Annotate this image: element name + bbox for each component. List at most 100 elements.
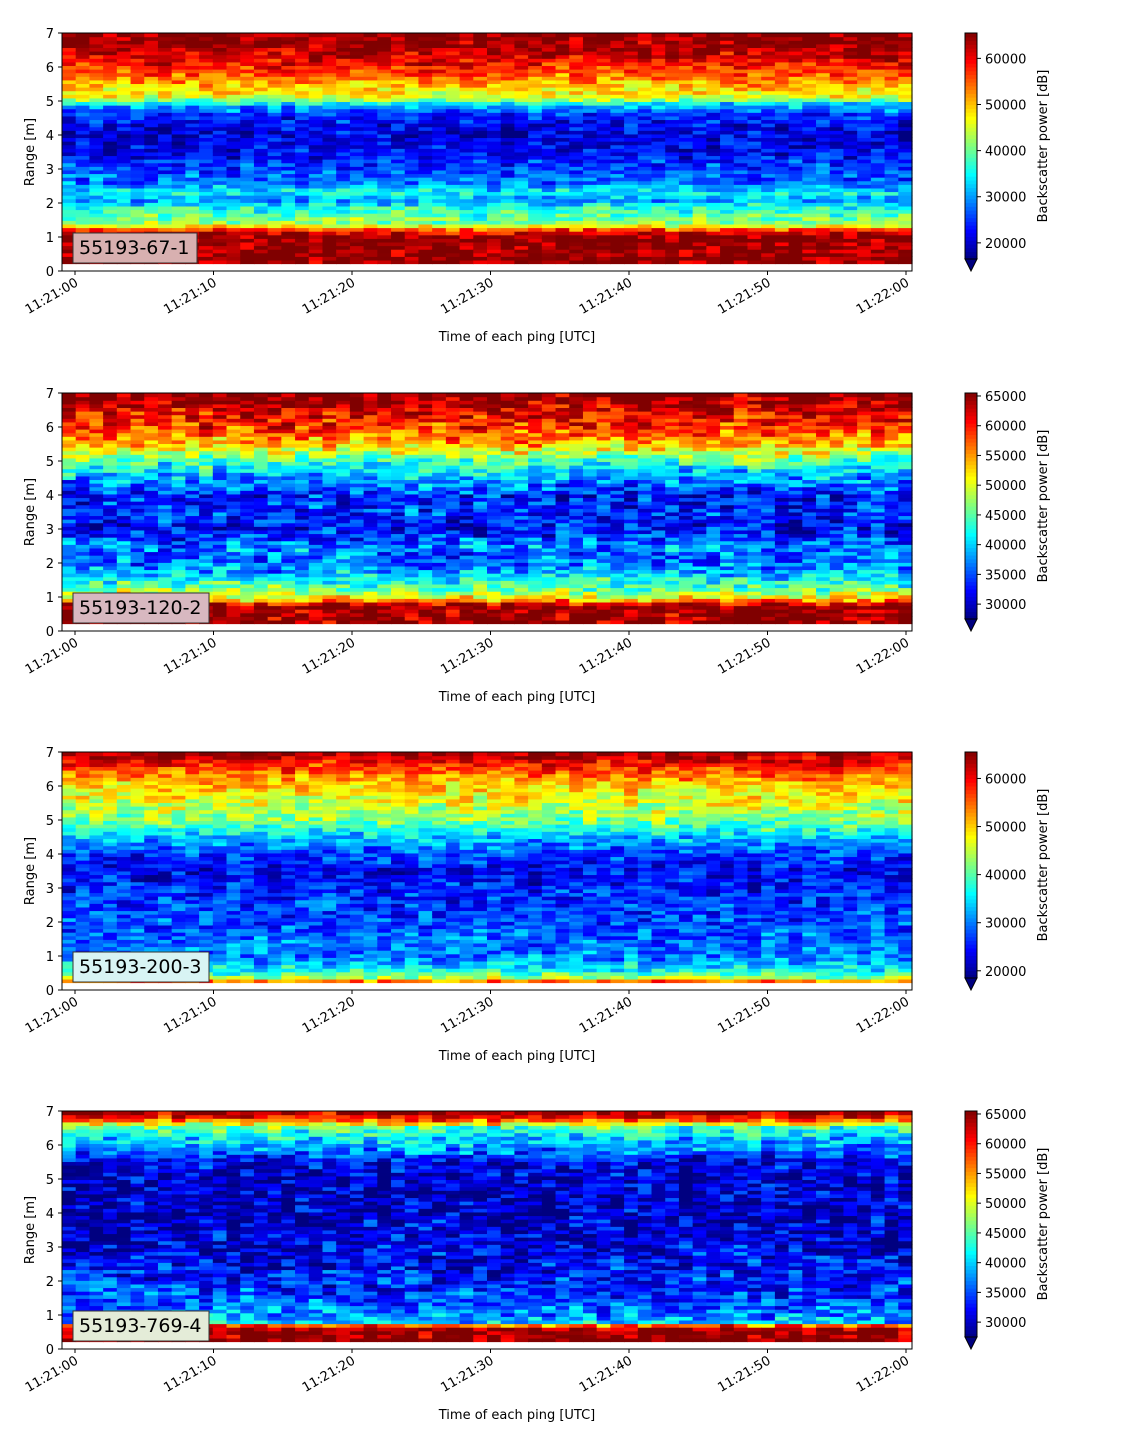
heatmap-cell <box>157 461 173 466</box>
heatmap-cell <box>884 72 899 77</box>
heatmap-cell <box>171 587 186 592</box>
heatmap-cell <box>295 69 310 74</box>
heatmap-cell <box>774 249 790 254</box>
heatmap-cell <box>295 252 310 257</box>
heatmap-cell <box>322 177 337 182</box>
heatmap-cell <box>103 486 118 491</box>
heatmap-cell <box>459 69 474 74</box>
heatmap-cell <box>267 94 282 99</box>
heatmap-cell <box>857 115 872 121</box>
heatmap-cell <box>185 468 200 473</box>
heatmap-cell <box>541 65 557 70</box>
heatmap-cell <box>692 173 707 178</box>
heatmap-cell <box>747 213 762 218</box>
heatmap-cell <box>706 40 721 45</box>
heatmap-cell <box>528 220 543 225</box>
heatmap-cell <box>884 151 899 157</box>
heatmap-cell <box>226 105 241 110</box>
heatmap-cell <box>103 144 118 149</box>
heatmap-cell <box>62 447 77 452</box>
heatmap-cell <box>171 461 186 466</box>
heatmap-cell <box>157 137 173 142</box>
heatmap-cell <box>898 216 913 221</box>
heatmap-cell <box>62 54 77 59</box>
heatmap-cell <box>322 191 337 196</box>
heatmap-cell <box>445 79 461 85</box>
heatmap-cell <box>253 569 269 574</box>
heatmap-cell <box>171 36 186 41</box>
heatmap-cell <box>130 79 145 85</box>
heatmap-cell <box>514 202 529 207</box>
heatmap-cell <box>487 249 502 254</box>
heatmap-cell <box>62 33 77 38</box>
heatmap-cell <box>514 213 529 218</box>
heatmap-cell <box>295 72 310 77</box>
heatmap-cell <box>240 573 255 578</box>
heatmap-cell <box>322 58 337 63</box>
heatmap-cell <box>514 195 529 200</box>
heatmap-cell <box>308 79 324 85</box>
heatmap-cell <box>816 234 831 239</box>
heatmap-cell <box>774 65 790 70</box>
heatmap-cell <box>829 43 845 49</box>
heatmap-cell <box>116 209 132 214</box>
heatmap-cell <box>322 209 337 214</box>
heatmap-cell <box>199 565 214 571</box>
heatmap-cell <box>185 169 200 175</box>
heatmap-cell <box>720 144 735 149</box>
heatmap-cell <box>678 61 694 67</box>
heatmap-cell <box>624 184 639 189</box>
heatmap-cell <box>171 119 186 124</box>
heatmap-cell <box>733 166 749 171</box>
heatmap-cell <box>89 220 104 225</box>
heatmap-cell <box>240 101 255 106</box>
heatmap-cell <box>898 223 913 229</box>
heatmap-cell <box>89 562 104 567</box>
heatmap-cell <box>829 115 845 121</box>
heatmap-cell <box>459 36 474 41</box>
heatmap-cell <box>582 184 598 189</box>
heatmap-cell <box>404 256 420 261</box>
heatmap-cell <box>295 166 310 171</box>
heatmap-cell <box>747 83 762 88</box>
heatmap-cell <box>459 166 474 171</box>
heatmap-cell <box>89 205 104 211</box>
heatmap-cell <box>253 97 269 103</box>
heatmap-cell <box>103 97 118 103</box>
heatmap-cell <box>62 223 77 229</box>
heatmap-cell <box>116 490 132 495</box>
heatmap-cell <box>528 144 543 149</box>
heatmap-cell <box>596 252 611 257</box>
heatmap-cell <box>582 223 598 229</box>
heatmap-cell <box>157 173 173 178</box>
heatmap-cell <box>75 227 91 232</box>
heatmap-cell <box>596 220 611 225</box>
heatmap-cell <box>733 40 749 45</box>
heatmap-cell <box>555 137 570 142</box>
heatmap-cell <box>212 33 228 38</box>
heatmap-cell <box>514 177 529 182</box>
heatmap-cell <box>281 155 296 160</box>
heatmap-cell <box>692 205 707 211</box>
heatmap-cell <box>103 472 118 477</box>
heatmap-cell <box>103 112 118 117</box>
heatmap-cell <box>144 515 159 520</box>
heatmap-cell <box>528 159 543 164</box>
heatmap-cell <box>144 115 159 121</box>
heatmap-cell <box>445 238 461 243</box>
heatmap-cell <box>103 400 118 405</box>
heatmap-cell <box>295 241 310 247</box>
heatmap-cell <box>363 169 378 175</box>
heatmap-cell <box>624 205 639 211</box>
heatmap-cell <box>130 159 145 164</box>
heatmap-cell <box>678 137 694 142</box>
heatmap-cell <box>377 47 392 52</box>
heatmap-cell <box>116 76 132 81</box>
heatmap-cell <box>514 184 529 189</box>
heatmap-cell <box>624 51 639 56</box>
heatmap-cell <box>308 234 324 239</box>
heatmap-cell <box>391 249 406 254</box>
heatmap-cell <box>75 126 91 131</box>
heatmap-cell <box>500 65 516 70</box>
heatmap-cell <box>103 155 118 160</box>
